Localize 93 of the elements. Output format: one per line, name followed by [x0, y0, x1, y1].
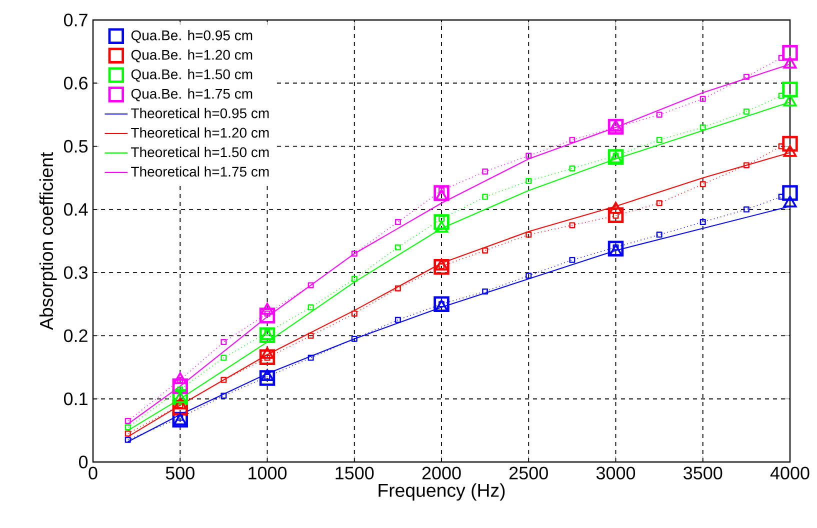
point: [394, 219, 401, 226]
point: [308, 282, 314, 288]
y-axis-title: Absorption coefficient: [39, 152, 57, 330]
point: [700, 124, 706, 130]
point: [782, 136, 798, 152]
legend-label: Theoretical h=0.95 cm: [131, 108, 269, 118]
point: [743, 162, 750, 168]
point: [394, 316, 401, 323]
point: [778, 92, 784, 99]
point: [569, 256, 576, 263]
point: [260, 369, 274, 382]
point: [782, 185, 798, 201]
x-axis-title: Frequency (Hz): [378, 483, 505, 501]
point: [434, 300, 448, 312]
point: [656, 136, 662, 143]
point: [259, 349, 276, 366]
point: [434, 185, 450, 201]
point: [612, 244, 619, 250]
point: [351, 336, 358, 342]
point: [526, 232, 532, 238]
x-tick-label: 0: [88, 466, 98, 480]
point: [743, 108, 750, 115]
legend-label: Theoretical h=1.20 cm: [131, 127, 269, 138]
x-tick-label: 500: [166, 466, 194, 480]
point: [482, 194, 488, 200]
point: [782, 44, 798, 61]
point: [569, 165, 576, 172]
point: [259, 308, 276, 324]
point: [700, 181, 706, 188]
point: [351, 276, 358, 282]
point: [778, 54, 784, 61]
legend-label: Theoretical h=1.50 cm: [131, 146, 269, 158]
point: [700, 219, 706, 226]
x-tick-label: 4000: [770, 466, 810, 480]
point: [434, 214, 450, 230]
point: [656, 200, 662, 206]
point: [608, 240, 624, 256]
point: [434, 259, 450, 275]
point: [656, 232, 662, 238]
legend-label: Qua.Be. h=1.75 cm: [131, 88, 252, 102]
x-tick-label: 3000: [596, 466, 636, 480]
point: [351, 310, 358, 317]
point: [526, 152, 532, 159]
x-tick-label: 3500: [684, 466, 722, 480]
y-tick-label: 0.2: [64, 329, 88, 342]
y-tick-label: 0.1: [64, 392, 88, 406]
legend-label: Theoretical h=1.75 cm: [131, 166, 269, 177]
point: [394, 285, 401, 292]
point: [394, 244, 401, 250]
point: [264, 354, 270, 361]
point: [482, 288, 488, 295]
legend-label: Qua.Be. h=1.20 cm: [131, 50, 252, 62]
point: [220, 339, 227, 346]
x-tick-label: 2000: [422, 466, 461, 480]
point: [264, 310, 270, 317]
point: [434, 296, 450, 312]
y-tick-label: 0.6: [64, 76, 88, 90]
point: [526, 272, 532, 279]
point: [308, 332, 314, 339]
point: [569, 222, 576, 228]
legend-label: Qua.Be. h=1.50 cm: [131, 68, 252, 82]
point: [259, 370, 276, 386]
point: [656, 112, 662, 118]
point: [220, 354, 227, 361]
y-tick-label: 0.7: [64, 14, 88, 26]
point: [782, 82, 798, 98]
point: [743, 74, 750, 80]
point: [743, 206, 750, 212]
y-tick-label: 0: [79, 456, 88, 468]
point: [220, 392, 227, 399]
point: [482, 247, 488, 254]
point: [308, 304, 314, 310]
y-tick-label: 0.3: [64, 266, 88, 279]
point: [308, 354, 314, 361]
point: [259, 327, 276, 343]
y-tick-label: 0.4: [64, 203, 88, 216]
legend-label: Qua.Be. h=0.95 cm: [131, 30, 252, 43]
x-tick-label: 1000: [248, 466, 287, 480]
y-tick-label: 0.5: [64, 140, 88, 153]
point: [264, 374, 270, 380]
point: [700, 96, 706, 102]
point: [172, 378, 188, 394]
point: [172, 400, 188, 416]
point: [438, 263, 445, 270]
point: [351, 250, 358, 257]
x-tick-label: 1500: [336, 466, 374, 480]
x-tick-label: 2500: [510, 466, 548, 480]
point: [569, 136, 576, 143]
point: [608, 207, 624, 223]
point: [220, 376, 227, 383]
point: [526, 178, 532, 184]
point: [438, 187, 445, 194]
point: [482, 168, 488, 175]
